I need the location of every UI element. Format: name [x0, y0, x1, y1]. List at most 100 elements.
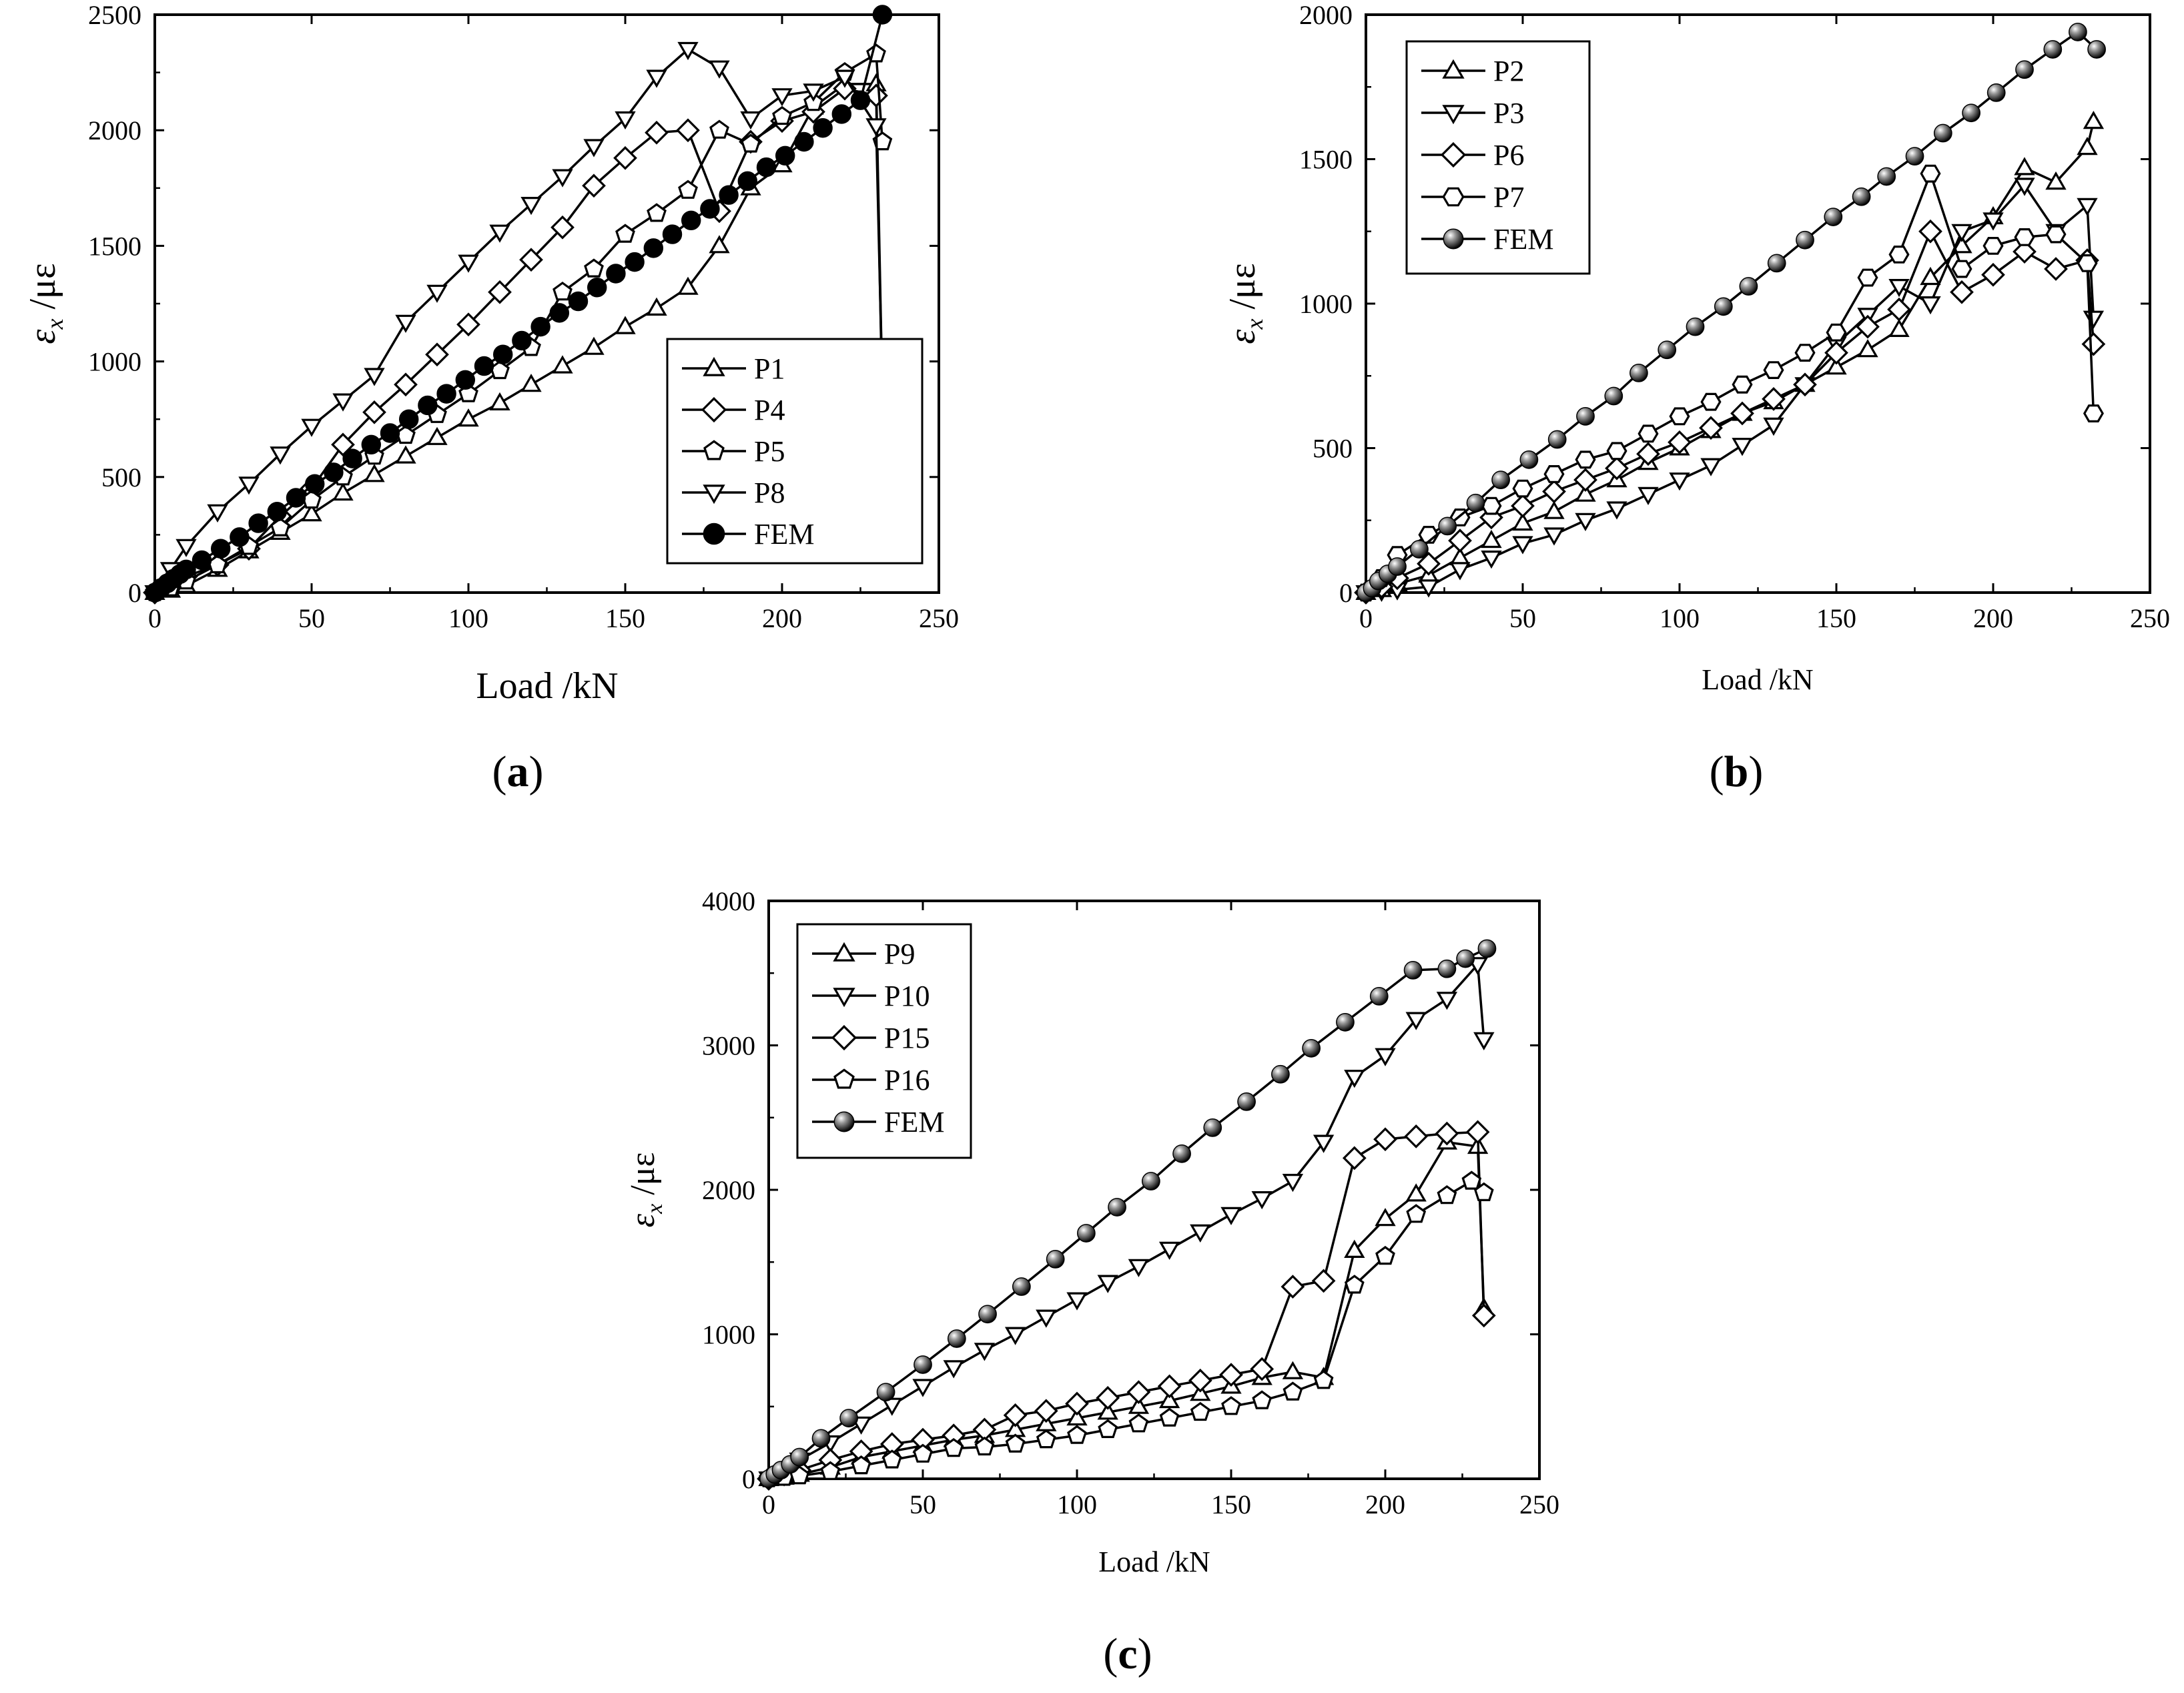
data-point-p9	[1066, 1407, 1088, 1426]
data-point-p6	[1417, 551, 1441, 576]
data-point-fem	[1456, 949, 1475, 968]
legend-marker-p4	[701, 396, 727, 423]
legend-label-p7: P7	[1493, 181, 1524, 214]
x-tick-label: 200	[1973, 603, 2013, 633]
data-point-p10	[1190, 1224, 1211, 1243]
data-point-fem	[2069, 23, 2087, 41]
data-point-p8	[865, 118, 887, 137]
data-point-p16	[1221, 1396, 1241, 1415]
data-point-p1	[709, 235, 730, 254]
legend-marker-p1	[703, 356, 725, 376]
data-point-p2	[2077, 136, 2098, 155]
legend-marker-p6	[1440, 141, 1467, 168]
y-axis-unit: /με	[624, 1152, 662, 1204]
data-point-p16	[1005, 1433, 1026, 1453]
data-point-p9	[1128, 1395, 1150, 1414]
data-point-p7	[2014, 228, 2035, 246]
y-tick-label: 1000	[88, 347, 141, 377]
series-line-p6	[1365, 228, 2095, 594]
data-point-fem	[625, 252, 645, 272]
data-point-p3	[1920, 296, 1941, 315]
data-point-p5	[584, 258, 604, 278]
data-point-p15	[1404, 1124, 1429, 1148]
data-point-p10	[1473, 1032, 1495, 1050]
legend-label-p15: P15	[884, 1022, 930, 1054]
y-axis-label: εx /με	[22, 263, 68, 344]
data-point-p15	[1157, 1374, 1182, 1399]
data-point-p15	[1250, 1357, 1275, 1381]
data-point-p4	[488, 280, 512, 304]
y-tick-label: 0	[1339, 578, 1353, 608]
data-point-fem	[1491, 470, 1510, 490]
data-point-p5	[615, 224, 635, 243]
data-point-p8	[583, 139, 605, 157]
data-point-p6	[1762, 387, 1786, 411]
data-point-fem	[361, 434, 382, 455]
legend-label-p6: P6	[1493, 139, 1524, 172]
axis-ticks: 0 50 100 150 200 250 0 1000 2000 3000 4000	[702, 886, 1559, 1519]
data-point-p16	[1437, 1185, 1457, 1205]
y-axis-symbol: ε	[624, 1213, 662, 1227]
chart-panel-c: 0 50 100 150 200 250 0 1000 2000 3000 4000 P9 P10 P1…	[624, 886, 1559, 1678]
y-axis-subscript: x	[643, 1204, 667, 1215]
data-point-fem	[286, 488, 306, 508]
data-point-p3	[1669, 472, 1690, 491]
data-point-fem	[1271, 1064, 1290, 1084]
data-point-fem	[1877, 167, 1896, 186]
data-point-p2	[1951, 235, 1972, 254]
legend-label-p8: P8	[754, 476, 785, 509]
data-point-p1	[552, 355, 573, 374]
x-tick-label: 100	[1660, 603, 1700, 633]
legend-label-p5: P5	[754, 435, 785, 468]
data-point-p6	[1887, 297, 1911, 322]
data-point-p3	[1888, 279, 1910, 298]
data-point-fem	[700, 199, 720, 219]
data-point-p1	[332, 482, 354, 501]
data-point-p1	[646, 297, 667, 316]
legend: P2 P3 P6 P7 FEM	[1405, 40, 1591, 275]
data-point-p16	[1344, 1275, 1365, 1294]
data-point-p4	[519, 248, 543, 272]
panel-letter-a: a	[507, 747, 529, 796]
data-point-fem	[811, 1429, 831, 1448]
data-point-p10	[1405, 1012, 1427, 1030]
data-point-p6	[1824, 340, 1848, 365]
data-point-p7	[2045, 225, 2067, 244]
data-point-fem	[210, 539, 231, 559]
data-point-fem	[1933, 123, 1952, 143]
data-point-p1	[458, 408, 479, 427]
x-axis-label: Load /kN	[1098, 1546, 1210, 1578]
data-point-p6	[1573, 468, 1597, 492]
data-point-fem	[512, 330, 532, 351]
data-point-p5	[270, 517, 290, 537]
data-point-fem	[872, 5, 893, 25]
data-point-p8	[740, 111, 761, 130]
legend-label-p2: P2	[1493, 55, 1524, 87]
y-tick-label: 1000	[702, 1320, 755, 1350]
data-point-p16	[1406, 1204, 1427, 1223]
data-point-fem	[662, 224, 683, 244]
data-point-p4	[613, 145, 637, 170]
data-point-p2	[1512, 512, 1533, 531]
data-point-fem	[813, 118, 833, 138]
y-tick-label: 2000	[1299, 0, 1353, 30]
data-point-fem	[643, 238, 664, 258]
data-point-p16	[1474, 1182, 1494, 1202]
legend-box	[1405, 40, 1591, 275]
data-point-p15	[1311, 1269, 1336, 1293]
data-point-p8	[709, 60, 730, 79]
data-point-p10	[1220, 1207, 1242, 1226]
data-point-fem	[1108, 1198, 1126, 1217]
data-point-p6	[2081, 332, 2106, 356]
y-tick-label: 2000	[702, 1175, 755, 1205]
data-point-p16	[881, 1449, 902, 1469]
data-point-p7	[1732, 375, 1753, 394]
data-point-p7	[2077, 254, 2098, 272]
legend-label-p1: P1	[754, 352, 785, 385]
data-point-fem	[1437, 959, 1457, 978]
data-point-p2	[1826, 356, 1847, 375]
data-point-p7	[1700, 392, 1722, 411]
data-point-p15	[1281, 1275, 1305, 1299]
series-markers-p9	[758, 1131, 1495, 1486]
x-tick-label: 0	[762, 1489, 775, 1519]
